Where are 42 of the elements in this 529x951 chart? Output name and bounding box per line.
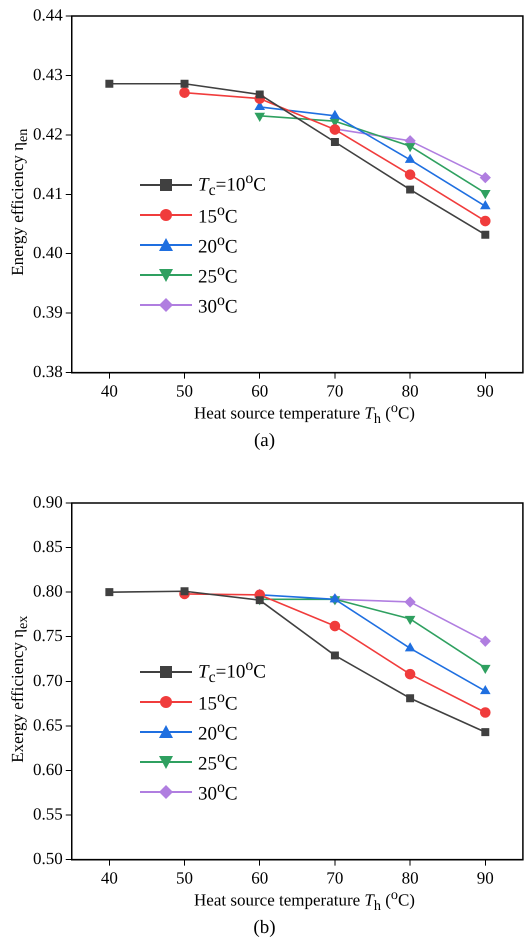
y-tick-label: 0.85: [33, 537, 63, 556]
y-tick-label: 0.80: [33, 582, 63, 601]
legend-label: 15$^{o}$C: [198, 688, 238, 716]
y-tick-label: 0.42: [33, 124, 63, 144]
x-tick-label: 40: [100, 381, 118, 400]
legend-label: 15$^{o}$C: [198, 202, 238, 228]
text: (b): [252, 917, 277, 939]
legend-label: 30$^{o}$C: [198, 292, 238, 318]
legend-label: 25$^{o}$C: [198, 262, 238, 288]
y-tick-label: 0.65: [33, 715, 63, 734]
y-tick-label: 0.40: [33, 243, 63, 262]
y-tick-label: 0.90: [33, 492, 63, 512]
y-tick-label: 0.50: [33, 849, 63, 868]
x-axis-title: Heat source temperature T$_{h}$ ($^{o}$C): [193, 887, 416, 916]
x-tick-label: 80: [402, 381, 419, 400]
x-tick-label: 80: [402, 868, 419, 888]
y-tick-label: 0.60: [33, 760, 63, 779]
x-tick-label: 70: [326, 381, 344, 400]
legend-label: 20$^{o}$C: [198, 232, 238, 258]
x-axis-title: Heat source temperature T$_{h}$ ($^{o}$C): [193, 400, 416, 428]
legend-label: 25$^{o}$C: [198, 748, 238, 776]
x-tick-label: 70: [326, 868, 344, 888]
y-tick-label: 0.39: [33, 302, 63, 322]
y-tick-label: 0.75: [33, 626, 63, 646]
y-tick-label: 0.70: [33, 670, 63, 690]
text: (a): [252, 430, 276, 452]
y-tick-label: 0.38: [33, 362, 63, 382]
x-tick-label: 50: [176, 868, 194, 888]
y-tick-label: 0.44: [33, 5, 64, 24]
y-tick-label: 0.43: [33, 64, 63, 84]
y-tick-label: 0.55: [33, 804, 63, 824]
legend-label: T$_{c}$=10$^{o}$C: [198, 656, 266, 688]
x-tick-label: 40: [100, 868, 118, 888]
x-tick-label: 60: [251, 868, 268, 888]
x-tick-label: 60: [251, 381, 268, 400]
x-tick-label: 90: [476, 381, 494, 400]
legend-label: 30$^{o}$C: [198, 778, 238, 806]
legend-label: 20$^{o}$C: [198, 718, 238, 746]
legend-label: T$_{c}$=10$^{o}$C: [198, 170, 266, 200]
x-tick-label: 90: [476, 868, 494, 888]
y-tick-label: 0.41: [33, 184, 63, 203]
x-tick-label: 50: [176, 381, 194, 400]
